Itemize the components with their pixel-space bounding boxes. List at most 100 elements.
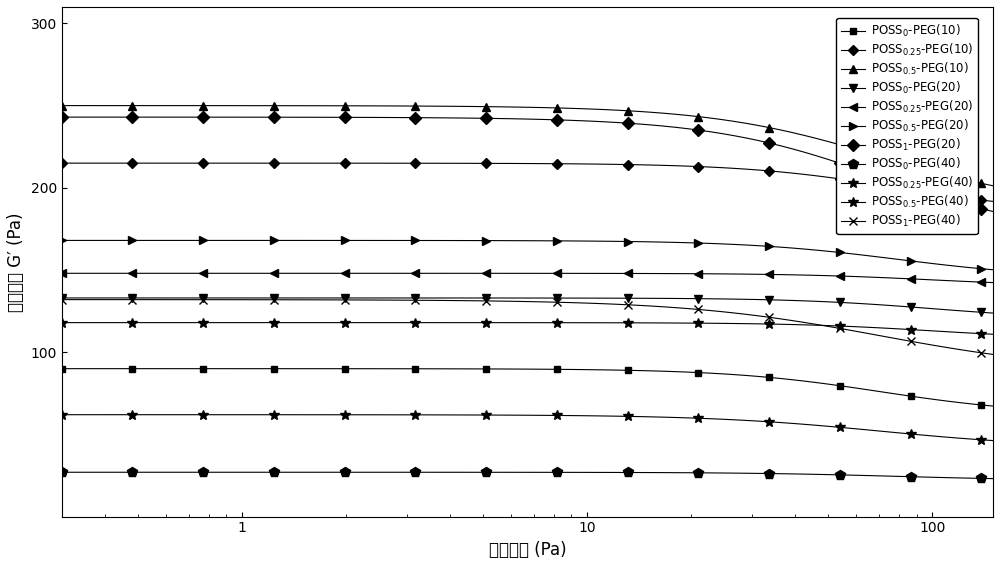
POSS$_{0.25}$-PEG(10) [468,160,480,167]
POSS$_0$-PEG(20) [881,302,893,308]
POSS$_{0.25}$-PEG(40) [610,413,622,419]
POSS$_{0.5}$-PEG(10) [692,113,704,120]
POSS$_{0.5}$-PEG(10) [610,107,622,114]
POSS$_{0.5}$-PEG(20) [692,239,704,246]
POSS$_{0.25}$-PEG(10) [657,162,669,169]
POSS$_{0.5}$-PEG(40) [468,319,480,326]
Y-axis label: 儲能模量 G′ (Pa): 儲能模量 G′ (Pa) [7,212,25,311]
POSS$_1$-PEG(20) [657,123,669,130]
POSS$_0$-PEG(20) [468,294,480,301]
POSS$_1$-PEG(20) [468,115,480,122]
POSS$_{0.5}$-PEG(40) [987,331,999,338]
Line: POSS$_{0.25}$-PEG(10): POSS$_{0.25}$-PEG(10) [58,160,997,205]
POSS$_0$-PEG(40) [987,475,999,482]
POSS$_{0.5}$-PEG(10) [657,110,669,117]
POSS$_{0.5}$-PEG(10) [622,108,634,114]
POSS$_{0.25}$-PEG(10) [692,163,704,170]
POSS$_1$-PEG(20) [610,119,622,126]
POSS$_{0.25}$-PEG(40) [881,428,893,435]
POSS$_0$-PEG(40) [622,469,634,476]
POSS$_{0.5}$-PEG(20) [987,267,999,273]
POSS$_0$-PEG(20) [622,295,634,302]
POSS$_0$-PEG(20) [987,310,999,316]
POSS$_{0.5}$-PEG(40) [622,319,634,326]
POSS$_0$-PEG(10) [622,367,634,374]
POSS$_0$-PEG(10) [610,367,622,374]
POSS$_{0.25}$-PEG(40) [468,411,480,418]
POSS$_{0.5}$-PEG(10) [468,103,480,110]
POSS$_{0.25}$-PEG(20) [881,275,893,281]
POSS$_0$-PEG(20) [657,295,669,302]
POSS$_{0.25}$-PEG(40) [692,415,704,422]
Line: POSS$_{0.25}$-PEG(20): POSS$_{0.25}$-PEG(20) [58,269,997,287]
POSS$_{0.25}$-PEG(20) [987,279,999,286]
POSS$_{0.5}$-PEG(20) [657,239,669,246]
POSS$_0$-PEG(40) [56,469,68,475]
POSS$_1$-PEG(40) [692,306,704,313]
POSS$_{0.25}$-PEG(10) [610,161,622,168]
POSS$_0$-PEG(10) [692,369,704,376]
POSS$_{0.5}$-PEG(20) [610,238,622,245]
POSS$_{0.25}$-PEG(20) [692,271,704,277]
POSS$_0$-PEG(40) [692,469,704,476]
POSS$_1$-PEG(40) [881,333,893,340]
POSS$_{0.25}$-PEG(40) [657,414,669,421]
POSS$_1$-PEG(20) [56,114,68,121]
POSS$_1$-PEG(20) [881,176,893,183]
POSS$_{0.25}$-PEG(20) [657,270,669,277]
Line: POSS$_{0.5}$-PEG(10): POSS$_{0.5}$-PEG(10) [58,101,997,190]
POSS$_{0.5}$-PEG(10) [987,182,999,189]
POSS$_1$-PEG(40) [56,296,68,303]
POSS$_0$-PEG(40) [657,469,669,476]
POSS$_{0.5}$-PEG(40) [610,319,622,326]
X-axis label: 振荡应力 (Pa): 振荡应力 (Pa) [489,541,566,559]
POSS$_1$-PEG(20) [987,208,999,215]
POSS$_1$-PEG(40) [610,301,622,308]
POSS$_0$-PEG(40) [468,469,480,475]
POSS$_0$-PEG(20) [610,295,622,302]
POSS$_{0.25}$-PEG(20) [610,270,622,277]
Line: POSS$_0$-PEG(40): POSS$_0$-PEG(40) [57,468,998,483]
POSS$_{0.5}$-PEG(40) [657,320,669,327]
Legend: POSS$_0$-PEG(10), POSS$_{0.25}$-PEG(10), POSS$_{0.5}$-PEG(10), POSS$_0$-PEG(20),: POSS$_0$-PEG(10), POSS$_{0.25}$-PEG(10),… [836,18,978,234]
POSS$_{0.25}$-PEG(40) [622,413,634,420]
POSS$_1$-PEG(40) [657,303,669,310]
POSS$_{0.5}$-PEG(20) [881,255,893,261]
POSS$_1$-PEG(20) [622,120,634,127]
POSS$_{0.5}$-PEG(40) [881,325,893,332]
POSS$_{0.25}$-PEG(20) [56,270,68,277]
POSS$_0$-PEG(10) [468,366,480,372]
Line: POSS$_0$-PEG(20): POSS$_0$-PEG(20) [58,294,997,317]
POSS$_{0.25}$-PEG(10) [56,160,68,166]
POSS$_{0.25}$-PEG(10) [622,161,634,168]
POSS$_{0.5}$-PEG(20) [56,237,68,244]
POSS$_1$-PEG(40) [622,301,634,308]
Line: POSS$_{0.5}$-PEG(40): POSS$_{0.5}$-PEG(40) [57,318,998,339]
POSS$_1$-PEG(20) [692,127,704,134]
POSS$_{0.25}$-PEG(40) [987,437,999,444]
Line: POSS$_0$-PEG(10): POSS$_0$-PEG(10) [58,365,997,410]
Line: POSS$_1$-PEG(20): POSS$_1$-PEG(20) [58,113,997,216]
POSS$_{0.5}$-PEG(20) [468,237,480,244]
POSS$_{0.5}$-PEG(10) [881,155,893,162]
POSS$_0$-PEG(10) [881,389,893,396]
POSS$_{0.5}$-PEG(20) [622,238,634,245]
POSS$_0$-PEG(20) [56,294,68,301]
POSS$_{0.25}$-PEG(20) [468,270,480,277]
POSS$_{0.5}$-PEG(10) [56,102,68,109]
POSS$_0$-PEG(10) [657,368,669,375]
POSS$_0$-PEG(10) [987,402,999,409]
POSS$_1$-PEG(40) [987,351,999,358]
POSS$_0$-PEG(10) [56,365,68,372]
POSS$_{0.5}$-PEG(40) [56,319,68,326]
Line: POSS$_{0.25}$-PEG(40): POSS$_{0.25}$-PEG(40) [57,410,998,445]
Line: POSS$_1$-PEG(40): POSS$_1$-PEG(40) [58,295,997,359]
POSS$_{0.25}$-PEG(10) [881,183,893,190]
POSS$_{0.25}$-PEG(40) [56,411,68,418]
Line: POSS$_{0.5}$-PEG(20): POSS$_{0.5}$-PEG(20) [58,236,997,274]
POSS$_{0.25}$-PEG(20) [622,270,634,277]
POSS$_0$-PEG(20) [692,295,704,302]
POSS$_0$-PEG(40) [610,469,622,476]
POSS$_{0.5}$-PEG(40) [692,320,704,327]
POSS$_0$-PEG(40) [881,473,893,479]
